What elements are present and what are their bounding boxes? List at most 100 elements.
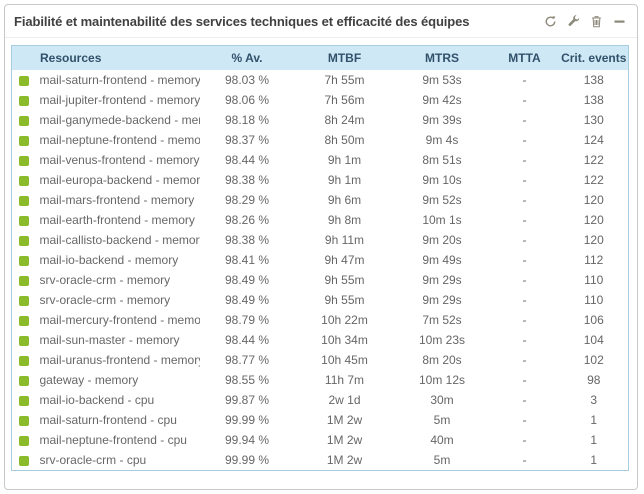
mtrs-value: 10m 1s bbox=[422, 213, 462, 227]
availability-value: 98.41 % bbox=[224, 253, 270, 267]
status-cell bbox=[12, 330, 40, 350]
mtta-value: - bbox=[522, 73, 527, 87]
status-cell bbox=[12, 70, 40, 90]
mtbf-value: 2w 1d bbox=[328, 393, 361, 407]
status-ok-icon bbox=[19, 396, 29, 407]
column-header-mtta[interactable]: MTTA bbox=[489, 45, 560, 70]
mtbf-value: 11h 7m bbox=[324, 373, 365, 387]
resource-name: mail-venus-frontend - memory bbox=[39, 153, 200, 167]
crit-events-value: 130 bbox=[583, 113, 604, 127]
status-ok-icon bbox=[19, 316, 29, 327]
status-cell bbox=[12, 350, 40, 370]
mtbf-value: 8h 50m bbox=[324, 133, 365, 147]
column-header-availability[interactable]: % Av. bbox=[199, 45, 295, 70]
table-row: mail-saturn-frontend - cpu 99.99 % 1M 2w… bbox=[12, 410, 629, 430]
availability-value: 98.38 % bbox=[224, 173, 270, 187]
status-ok-icon bbox=[19, 276, 29, 287]
status-ok-icon bbox=[19, 336, 29, 347]
mtrs-value: 9m 52s bbox=[422, 193, 462, 207]
mtbf-value: 9h 1m bbox=[327, 173, 362, 187]
availability-value: 98.29 % bbox=[224, 193, 270, 207]
resource-name: mail-callisto-backend - memory bbox=[39, 233, 200, 247]
availability-value: 98.44 % bbox=[224, 153, 270, 167]
availability-value: 98.44 % bbox=[224, 333, 270, 347]
mtta-value: - bbox=[522, 153, 527, 167]
crit-events-value: 102 bbox=[583, 353, 604, 367]
mtta-value: - bbox=[522, 293, 527, 307]
delete-icon[interactable] bbox=[590, 15, 603, 28]
widget-toolbar bbox=[544, 14, 626, 28]
crit-events-value: 120 bbox=[583, 213, 604, 227]
status-ok-icon bbox=[19, 416, 29, 427]
mtta-value: - bbox=[522, 313, 527, 327]
crit-events-value: 110 bbox=[584, 273, 604, 287]
resource-name: mail-sun-master - memory bbox=[39, 333, 180, 347]
column-header-crit-events[interactable]: Crit. events bbox=[559, 45, 629, 70]
mtrs-value: 9m 10s bbox=[422, 173, 462, 187]
mtta-value: - bbox=[522, 393, 527, 407]
table-row: mail-europa-backend - memory 98.38 % 9h … bbox=[12, 170, 629, 190]
mtbf-value: 9h 47m bbox=[324, 253, 365, 267]
mtta-value: - bbox=[522, 173, 527, 187]
mtta-value: - bbox=[522, 433, 527, 447]
widget-title: Fiabilité et maintenabilité des services… bbox=[14, 13, 470, 29]
status-ok-icon bbox=[19, 376, 29, 387]
resource-name: srv-oracle-crm - cpu bbox=[39, 453, 147, 467]
resource-name: mail-io-backend - cpu bbox=[39, 393, 155, 407]
crit-events-value: 120 bbox=[583, 193, 604, 207]
availability-value: 98.03 % bbox=[224, 73, 270, 87]
table-row: mail-uranus-frontend - memory 98.77 % 10… bbox=[12, 350, 629, 370]
crit-events-value: 112 bbox=[584, 253, 604, 267]
table-row: mail-saturn-frontend - memory 98.03 % 7h… bbox=[12, 70, 629, 90]
status-cell bbox=[12, 310, 40, 330]
mtbf-value: 1M 2w bbox=[326, 413, 363, 427]
resource-name: mail-saturn-frontend - memory bbox=[39, 73, 200, 87]
mtrs-value: 9m 29s bbox=[422, 293, 462, 307]
mtrs-value: 9m 42s bbox=[422, 93, 462, 107]
status-cell bbox=[12, 190, 40, 210]
mtta-value: - bbox=[522, 453, 527, 467]
status-ok-icon bbox=[19, 436, 29, 447]
availability-value: 98.37 % bbox=[224, 133, 270, 147]
availability-table-wrap: Resources % Av. MTBF MTRS MTTA Crit. eve… bbox=[11, 45, 629, 471]
mtrs-value: 9m 39s bbox=[422, 113, 462, 127]
table-row: mail-ganymede-backend - memory 98.18 % 8… bbox=[12, 110, 629, 130]
status-ok-icon bbox=[19, 256, 29, 267]
mtrs-value: 40m bbox=[430, 433, 454, 447]
collapse-icon[interactable] bbox=[613, 15, 626, 28]
resource-name: gateway - memory bbox=[39, 373, 139, 387]
mtrs-value: 7m 52s bbox=[422, 313, 462, 327]
mtrs-value: 30m bbox=[430, 393, 454, 407]
mtta-value: - bbox=[522, 273, 527, 287]
mtta-value: - bbox=[522, 333, 527, 347]
availability-value: 98.77 % bbox=[224, 353, 270, 367]
wrench-icon[interactable] bbox=[567, 14, 580, 28]
crit-events-value: 1 bbox=[590, 413, 598, 427]
status-ok-icon bbox=[19, 456, 29, 467]
status-ok-icon bbox=[19, 216, 29, 227]
column-header-mtrs[interactable]: MTRS bbox=[394, 45, 490, 70]
status-cell bbox=[12, 110, 40, 130]
refresh-icon[interactable] bbox=[544, 15, 557, 28]
mtrs-value: 9m 4s bbox=[425, 133, 459, 147]
column-header-mtbf[interactable]: MTBF bbox=[294, 45, 395, 70]
table-row: mail-mars-frontend - memory 98.29 % 9h 6… bbox=[12, 190, 629, 210]
crit-events-value: 3 bbox=[590, 393, 598, 407]
crit-events-value: 138 bbox=[583, 93, 604, 107]
column-header-resources[interactable]: Resources bbox=[11, 45, 200, 70]
status-cell bbox=[12, 290, 40, 310]
status-cell bbox=[12, 370, 40, 390]
availability-value: 99.94 % bbox=[224, 433, 270, 447]
mtbf-value: 10h 22m bbox=[321, 313, 368, 327]
table-row: mail-io-backend - memory 98.41 % 9h 47m … bbox=[12, 250, 629, 270]
status-cell bbox=[12, 170, 40, 190]
mtta-value: - bbox=[522, 113, 527, 127]
status-ok-icon bbox=[19, 296, 29, 307]
mtta-value: - bbox=[522, 213, 527, 227]
crit-events-value: 122 bbox=[583, 173, 604, 187]
availability-value: 99.99 % bbox=[224, 453, 270, 467]
status-ok-icon bbox=[19, 356, 29, 367]
mtbf-value: 9h 55m bbox=[324, 293, 365, 307]
crit-events-value: 120 bbox=[583, 233, 604, 247]
table-row: mail-io-backend - cpu 99.87 % 2w 1d 30m … bbox=[12, 390, 629, 410]
